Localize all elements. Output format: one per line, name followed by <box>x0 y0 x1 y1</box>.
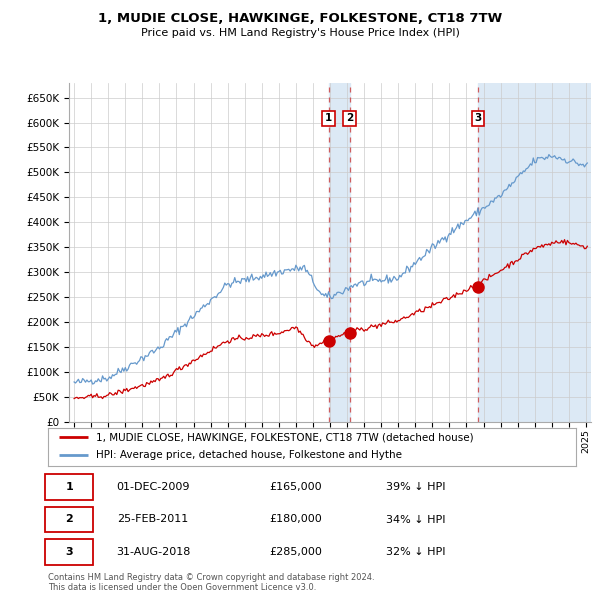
Text: 01-DEC-2009: 01-DEC-2009 <box>116 482 190 492</box>
Text: £285,000: £285,000 <box>270 547 323 557</box>
Text: 1: 1 <box>65 482 73 492</box>
Text: 25-FEB-2011: 25-FEB-2011 <box>116 514 188 525</box>
Text: 1, MUDIE CLOSE, HAWKINGE, FOLKESTONE, CT18 7TW: 1, MUDIE CLOSE, HAWKINGE, FOLKESTONE, CT… <box>98 12 502 25</box>
Text: HPI: Average price, detached house, Folkestone and Hythe: HPI: Average price, detached house, Folk… <box>95 450 401 460</box>
Text: 1, MUDIE CLOSE, HAWKINGE, FOLKESTONE, CT18 7TW (detached house): 1, MUDIE CLOSE, HAWKINGE, FOLKESTONE, CT… <box>95 432 473 442</box>
Text: 32% ↓ HPI: 32% ↓ HPI <box>386 547 445 557</box>
Text: 2: 2 <box>65 514 73 525</box>
Text: 1: 1 <box>325 113 332 123</box>
Bar <box>329 83 350 422</box>
Text: 34% ↓ HPI: 34% ↓ HPI <box>386 514 445 525</box>
Text: £180,000: £180,000 <box>270 514 323 525</box>
Text: This data is licensed under the Open Government Licence v3.0.: This data is licensed under the Open Gov… <box>48 583 316 590</box>
Text: 39% ↓ HPI: 39% ↓ HPI <box>386 482 445 492</box>
Text: £165,000: £165,000 <box>270 482 322 492</box>
Text: 2: 2 <box>346 113 353 123</box>
Text: Price paid vs. HM Land Registry's House Price Index (HPI): Price paid vs. HM Land Registry's House … <box>140 28 460 38</box>
Text: 31-AUG-2018: 31-AUG-2018 <box>116 547 191 557</box>
FancyBboxPatch shape <box>46 539 93 565</box>
Text: Contains HM Land Registry data © Crown copyright and database right 2024.: Contains HM Land Registry data © Crown c… <box>48 573 374 582</box>
FancyBboxPatch shape <box>46 474 93 500</box>
Text: 3: 3 <box>65 547 73 557</box>
FancyBboxPatch shape <box>46 507 93 532</box>
Bar <box>478 83 591 422</box>
Text: 3: 3 <box>474 113 482 123</box>
